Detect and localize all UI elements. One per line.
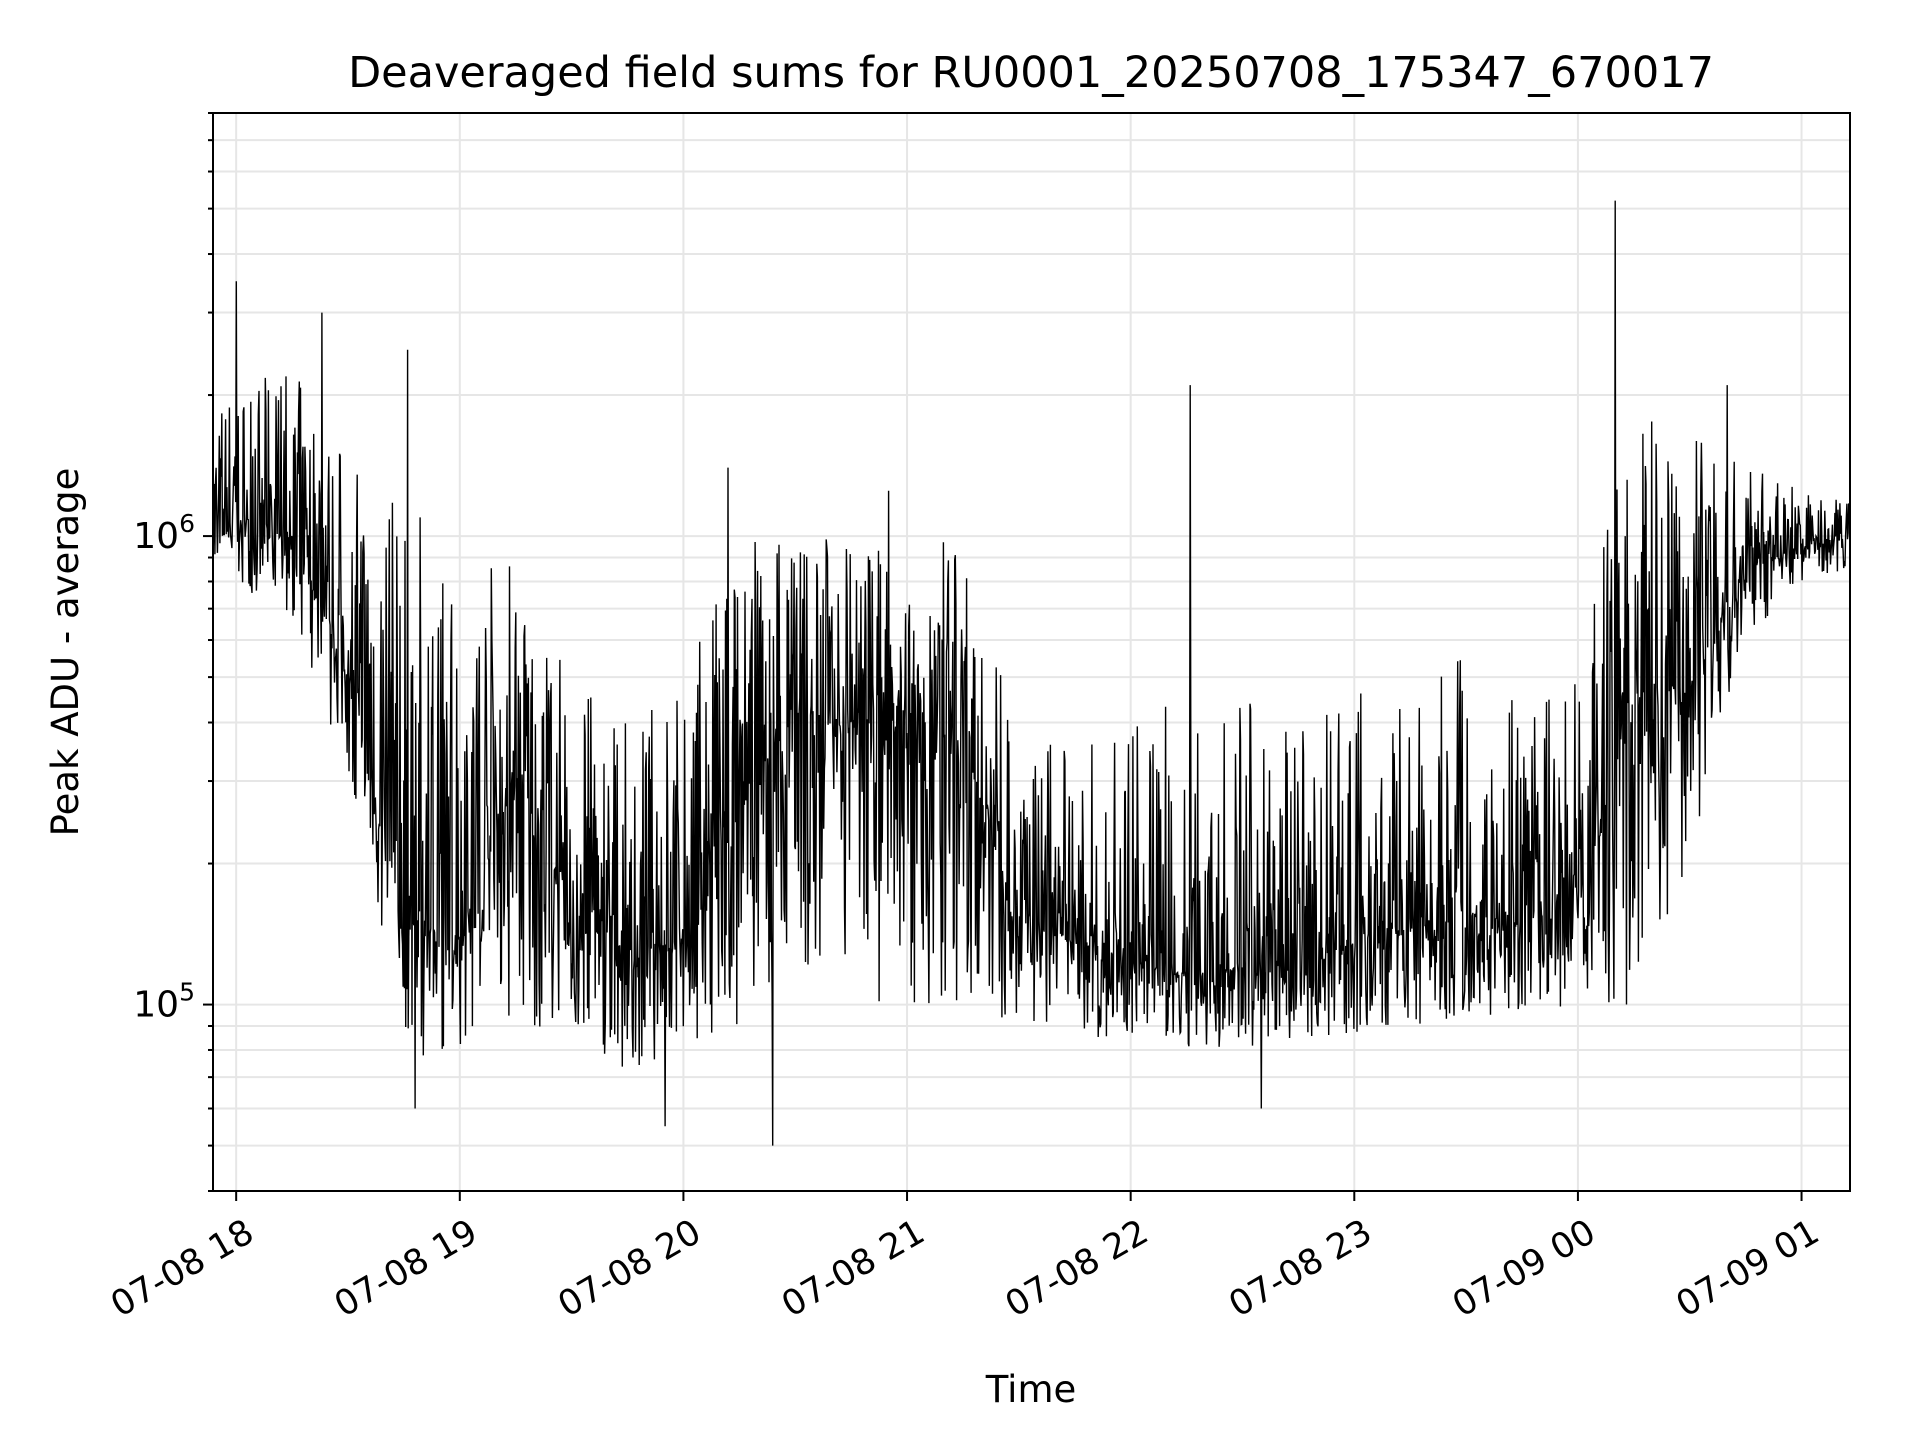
x-ticks: 07-08 18 07-08 19 07-08 20 07-08 21 07-08 22… — [104, 1191, 1826, 1325]
x-tick-label: 07-09 00 — [1446, 1212, 1602, 1325]
x-tick-label: 07-08 22 — [999, 1212, 1155, 1325]
plot-frame — [212, 112, 1851, 1192]
x-tick-label: 07-08 19 — [328, 1212, 484, 1325]
x-tick-label: 07-09 01 — [1670, 1212, 1826, 1325]
x-grid — [235, 113, 1803, 1191]
x-tick-label: 07-08 18 — [104, 1212, 260, 1325]
y-axis-label: Peak ADU - average — [44, 468, 87, 837]
x-axis-label: Time — [985, 1368, 1077, 1411]
y-ticks: 105 106 — [133, 112, 213, 1192]
chart-title: Deaveraged field sums for RU0001_2025070… — [348, 48, 1714, 98]
x-tick-label: 07-08 20 — [552, 1212, 708, 1325]
x-tick-label: 07-08 23 — [1223, 1212, 1379, 1325]
series-line — [212, 200, 1851, 1146]
y-tick-label: 106 — [133, 509, 195, 557]
x-tick-label: 07-08 21 — [775, 1212, 931, 1325]
y-tick-label: 105 — [133, 978, 195, 1026]
